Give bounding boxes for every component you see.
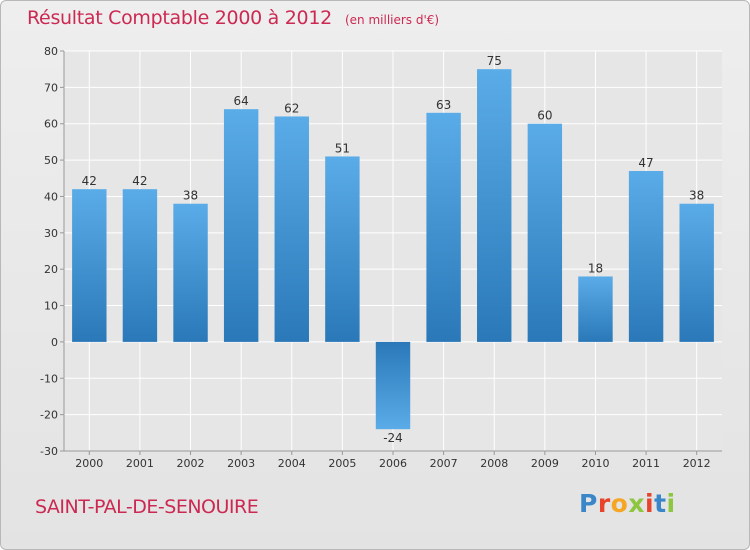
x-tick-label: 2009	[531, 457, 559, 470]
proxiti-logo[interactable]: Proxiti	[579, 489, 676, 518]
value-label-2008: 75	[487, 54, 502, 68]
x-tick-label: 2006	[379, 457, 407, 470]
x-tick-label: 2008	[480, 457, 508, 470]
y-tick-label: 60	[44, 118, 58, 131]
bar-2008[interactable]	[477, 69, 512, 342]
bar-2001[interactable]	[122, 189, 158, 342]
bar-2007[interactable]	[426, 112, 461, 342]
chart-unit: (en milliers d'€)	[344, 13, 440, 27]
value-label-2004: 62	[284, 101, 299, 115]
value-label-2012: 38	[689, 189, 704, 203]
bar-2002[interactable]	[173, 203, 208, 342]
logo-letter: i	[666, 489, 676, 518]
value-label-2000: 42	[82, 174, 97, 188]
y-tick-label: 20	[44, 263, 58, 276]
logo-letter: r	[597, 489, 611, 518]
x-tick-label: 2002	[177, 457, 205, 470]
chart-title-row: Résultat Comptable 2000 à 2012 (en milli…	[27, 7, 439, 29]
y-tick-label: 40	[44, 190, 58, 203]
logo-letter: i	[645, 489, 655, 518]
bar-2009[interactable]	[527, 123, 563, 342]
logo-letter: P	[579, 489, 598, 518]
x-tick-label: 2007	[430, 457, 458, 470]
x-tick-label: 2001	[126, 457, 154, 470]
value-label-2006: -24	[383, 431, 403, 445]
x-tick-label: 2005	[328, 457, 356, 470]
bar-2003[interactable]	[223, 109, 259, 342]
bars	[72, 69, 714, 430]
y-tick-label: 50	[44, 154, 58, 167]
value-label-2003: 64	[234, 94, 249, 108]
value-label-2005: 51	[335, 141, 350, 155]
place-name: SAINT-PAL-DE-SENOUIRE	[35, 496, 259, 518]
y-tick-label: -30	[40, 445, 58, 458]
y-tick-label: 0	[51, 336, 58, 349]
logo-letter: t	[654, 489, 667, 518]
x-tick-label: 2004	[278, 457, 306, 470]
chart-title: Résultat Comptable 2000 à 2012	[27, 7, 332, 29]
bar-2012[interactable]	[679, 203, 714, 342]
y-tick-label: 80	[44, 45, 58, 58]
bar-2006[interactable]	[375, 341, 411, 430]
bar-2010[interactable]	[578, 276, 613, 342]
data-labels: 42 42 38 64 62 51 -24 63 75 60 18 47 38	[82, 54, 705, 445]
bar-2011[interactable]	[628, 171, 664, 342]
y-tick-label: 30	[44, 227, 58, 240]
value-label-2010: 18	[588, 261, 603, 275]
value-label-2007: 63	[436, 98, 451, 112]
value-label-2009: 60	[537, 109, 552, 123]
x-tick-label: 2012	[683, 457, 711, 470]
x-tick-label: 2011	[632, 457, 660, 470]
y-tick-label: -10	[40, 372, 58, 385]
value-label-2001: 42	[132, 174, 147, 188]
y-tick-label: -20	[40, 409, 58, 422]
value-label-2002: 38	[183, 189, 198, 203]
x-tick-label: 2010	[581, 457, 609, 470]
bar-2004[interactable]	[274, 116, 309, 342]
value-label-2011: 47	[638, 156, 653, 170]
x-tick-label: 2000	[75, 457, 103, 470]
y-tick-label: 70	[44, 81, 58, 94]
y-tick-label: 10	[44, 300, 58, 313]
bar-2005[interactable]	[325, 156, 360, 342]
x-tick-label: 2003	[227, 457, 255, 470]
logo-letter: o	[610, 489, 629, 518]
logo-letter: x	[628, 489, 645, 518]
bar-2000[interactable]	[72, 189, 107, 342]
